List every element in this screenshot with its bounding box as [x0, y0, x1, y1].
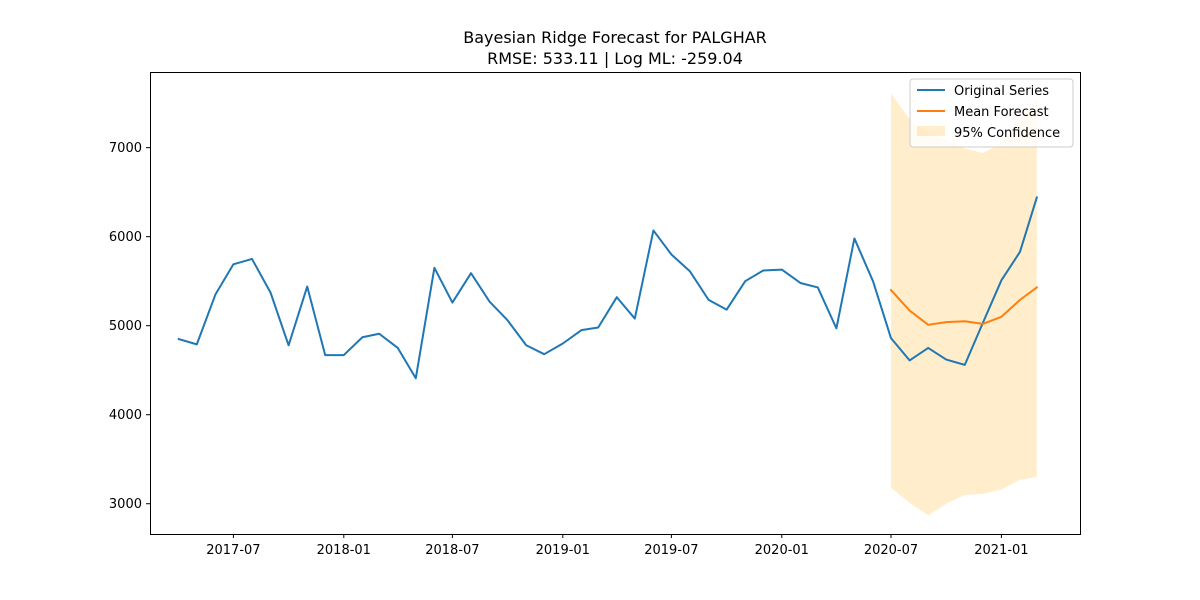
x-tick-label: 2020-07 [864, 543, 918, 558]
y-tick-label: 7000 [109, 141, 142, 156]
chart-title: Bayesian Ridge Forecast for PALGHAR [463, 28, 767, 47]
y-tick-label: 4000 [109, 408, 142, 423]
x-tick-label: 2019-07 [644, 543, 698, 558]
chart-subtitle: RMSE: 533.11 | Log ML: -259.04 [487, 49, 743, 68]
legend-box [909, 78, 1074, 148]
confidence-band-layer [891, 93, 1037, 516]
x-tick-label: 2018-01 [317, 543, 371, 558]
legend: Original Series Mean Forecast 95% Confid… [909, 78, 1074, 148]
x-tick-label: 2020-01 [755, 543, 809, 558]
y-tick-label: 5000 [109, 319, 142, 334]
x-tick-label: 2021-01 [974, 543, 1028, 558]
y-tick-label: 6000 [109, 230, 142, 245]
legend-label-original-series: Original Series [954, 84, 1049, 99]
original-series-line [177, 196, 1039, 380]
y-tick-label: 3000 [109, 497, 142, 512]
series-layer [177, 196, 1039, 380]
confidence-band [891, 93, 1037, 516]
mean-forecast-line [889, 286, 1039, 326]
plot-frame [150, 72, 1081, 535]
legend-swatch-confidence [917, 126, 945, 136]
x-tick-label: 2019-01 [536, 543, 590, 558]
legend-label-mean-forecast: Mean Forecast [954, 105, 1049, 120]
x-tick-label: 2018-07 [425, 543, 479, 558]
legend-label-confidence: 95% Confidence [954, 126, 1060, 141]
x-tick-label: 2017-07 [206, 543, 260, 558]
y-axis: 3000 4000 5000 6000 7000 [109, 141, 150, 512]
